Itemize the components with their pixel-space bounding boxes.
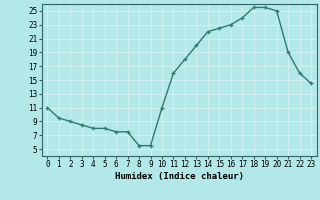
X-axis label: Humidex (Indice chaleur): Humidex (Indice chaleur) — [115, 172, 244, 181]
